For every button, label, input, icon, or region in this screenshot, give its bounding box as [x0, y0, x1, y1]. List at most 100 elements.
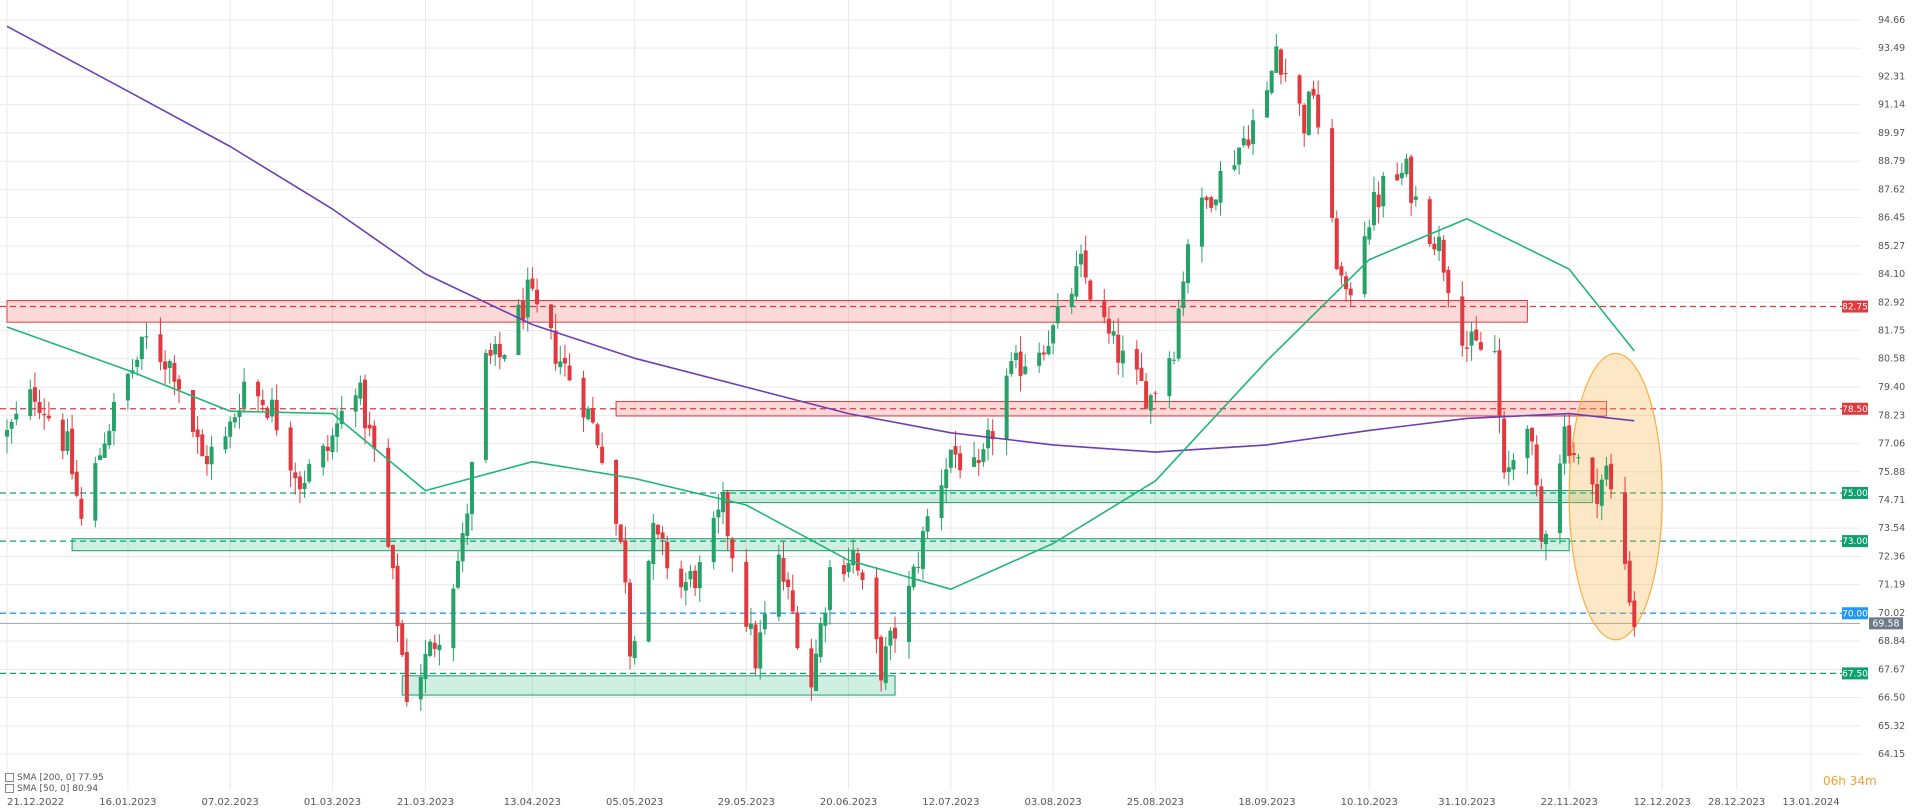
level-tag[interactable]: [1842, 607, 1868, 620]
candle-body[interactable]: [102, 443, 107, 458]
candle-body[interactable]: [1237, 147, 1242, 165]
candle-body[interactable]: [1395, 174, 1400, 181]
candle-body[interactable]: [1474, 329, 1479, 341]
candle-body[interactable]: [939, 485, 944, 518]
candle-body[interactable]: [679, 568, 684, 588]
candle-body[interactable]: [437, 644, 442, 651]
candle-body[interactable]: [367, 424, 372, 429]
candle-body[interactable]: [358, 382, 363, 399]
candle-body[interactable]: [1232, 165, 1237, 170]
level-tag[interactable]: [1842, 300, 1868, 313]
candle-body[interactable]: [321, 445, 326, 468]
candle-body[interactable]: [1302, 104, 1307, 134]
level-tag[interactable]: [1842, 667, 1868, 680]
candle-body[interactable]: [256, 381, 261, 397]
candle-body[interactable]: [1571, 453, 1576, 456]
candle-body[interactable]: [1251, 120, 1256, 145]
candle-body[interactable]: [1530, 427, 1535, 442]
candle-body[interactable]: [1511, 459, 1516, 470]
candle-body[interactable]: [916, 566, 921, 568]
candle-body[interactable]: [1088, 280, 1093, 300]
candle-body[interactable]: [521, 301, 526, 320]
candle-body[interactable]: [623, 540, 628, 583]
candle-body[interactable]: [818, 623, 823, 658]
candle-body[interactable]: [558, 361, 563, 368]
candle-body[interactable]: [79, 498, 84, 519]
candle-body[interactable]: [1311, 88, 1316, 96]
candle-body[interactable]: [748, 623, 753, 629]
candle-body[interactable]: [883, 646, 888, 684]
candle-body[interactable]: [177, 379, 182, 390]
level-tag[interactable]: [1842, 486, 1868, 499]
candle-body[interactable]: [781, 558, 786, 582]
candle-body[interactable]: [1283, 73, 1288, 75]
candle-body[interactable]: [1204, 197, 1209, 201]
candle-body[interactable]: [972, 457, 977, 467]
candle-body[interactable]: [93, 463, 98, 521]
candle-body[interactable]: [1567, 425, 1572, 457]
candle-body[interactable]: [632, 641, 637, 659]
candle-body[interactable]: [1079, 253, 1084, 265]
candle-body[interactable]: [1316, 94, 1321, 128]
candle-body[interactable]: [274, 399, 279, 431]
candle-body[interactable]: [1599, 479, 1604, 506]
candle-body[interactable]: [325, 446, 330, 451]
candle-body[interactable]: [302, 482, 307, 490]
candle-body[interactable]: [1464, 347, 1469, 349]
candle-body[interactable]: [1041, 352, 1046, 355]
candle-body[interactable]: [1153, 392, 1158, 394]
candle-body[interactable]: [1437, 236, 1442, 252]
candle-body[interactable]: [688, 570, 693, 580]
candle-body[interactable]: [1106, 318, 1111, 334]
candle-body[interactable]: [390, 545, 395, 569]
candle-body[interactable]: [920, 531, 925, 569]
candle-body[interactable]: [786, 579, 791, 588]
candle-body[interactable]: [297, 476, 302, 490]
candle-body[interactable]: [456, 560, 460, 588]
candle-body[interactable]: [525, 279, 530, 318]
candle-body[interactable]: [1023, 366, 1028, 374]
candle-body[interactable]: [562, 357, 567, 364]
candle-body[interactable]: [497, 343, 502, 358]
candle-body[interactable]: [516, 304, 521, 356]
candle-body[interactable]: [386, 447, 391, 547]
candle-body[interactable]: [1632, 600, 1637, 628]
candle-body[interactable]: [925, 516, 930, 532]
candle-body[interactable]: [1167, 358, 1172, 397]
candle-body[interactable]: [1102, 301, 1107, 318]
candle-body[interactable]: [353, 395, 358, 412]
candle-body[interactable]: [762, 613, 767, 630]
candle-body[interactable]: [237, 410, 242, 417]
candle-body[interactable]: [404, 651, 409, 702]
candle-body[interactable]: [423, 653, 428, 680]
candle-body[interactable]: [730, 539, 735, 559]
candle-body[interactable]: [879, 636, 884, 681]
candle-body[interactable]: [693, 570, 698, 588]
candle-body[interactable]: [823, 612, 828, 626]
candle-body[interactable]: [460, 533, 465, 562]
candle-body[interactable]: [618, 524, 623, 542]
candle-body[interactable]: [307, 463, 312, 482]
candle-body[interactable]: [465, 513, 470, 536]
candle-body[interactable]: [841, 565, 846, 575]
candle-body[interactable]: [953, 446, 958, 455]
candle-body[interactable]: [1213, 199, 1218, 206]
candle-body[interactable]: [42, 413, 47, 416]
candle-body[interactable]: [1478, 342, 1483, 350]
candle-body[interactable]: [976, 459, 981, 464]
candle-body[interactable]: [581, 377, 586, 418]
candle-body[interactable]: [1557, 463, 1562, 534]
candle-body[interactable]: [1367, 227, 1372, 240]
candle-body[interactable]: [209, 446, 214, 465]
candle-body[interactable]: [107, 430, 112, 446]
candle-body[interactable]: [1199, 197, 1204, 247]
candle-body[interactable]: [372, 425, 377, 449]
candle-body[interactable]: [944, 469, 949, 489]
candle-body[interactable]: [1404, 158, 1409, 175]
candle-body[interactable]: [1371, 192, 1376, 226]
candle-body[interactable]: [628, 582, 633, 657]
candle-body[interactable]: [1083, 250, 1088, 278]
candle-body[interactable]: [753, 624, 758, 669]
candle-body[interactable]: [232, 417, 237, 423]
candle-body[interactable]: [553, 330, 558, 364]
